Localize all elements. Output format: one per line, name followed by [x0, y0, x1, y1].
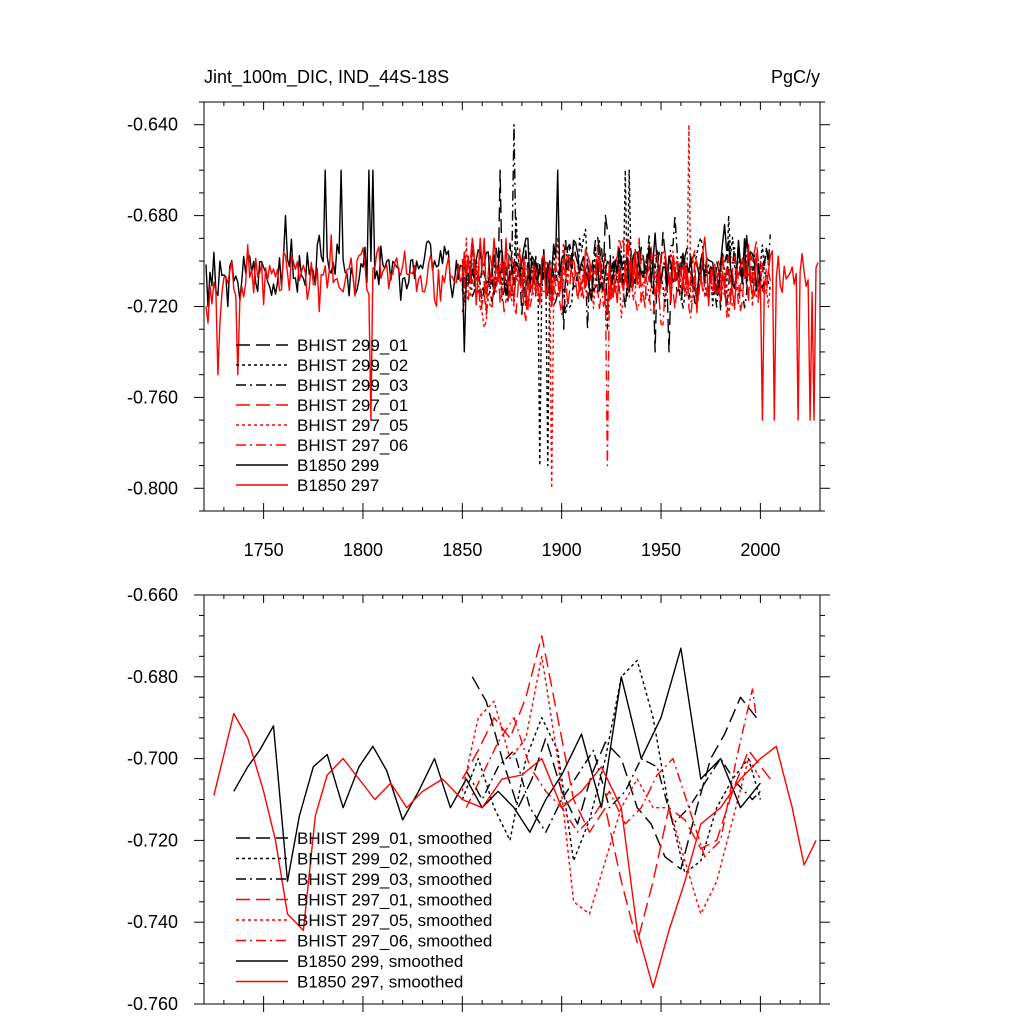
legend-label-b1850-297-smoothed: B1850 297, smoothed	[297, 973, 463, 992]
series-line-b1850-299-smoothed	[233, 647, 761, 882]
series-line-bhist-297-05-smoothed	[461, 655, 762, 915]
bottom-panel: -0.660 -0.680 -0.700 -0.720 -0.740 -0.760 BHI…	[127, 585, 830, 1014]
legend-label-bhist-299-03: BHIST 299_03	[297, 376, 408, 395]
legend-label-bhist-297-05-smoothed: BHIST 297_05, smoothed	[297, 911, 492, 930]
y-tick-label: -0.700	[127, 749, 178, 769]
y-tick-label: -0.760	[127, 994, 178, 1014]
x-tick-label: 1750	[244, 540, 284, 560]
y-tick-label: -0.640	[127, 115, 178, 135]
legend-label-b1850-299: B1850 299	[297, 456, 379, 475]
bottom-axes: -0.660 -0.680 -0.700 -0.720 -0.740 -0.760	[127, 585, 830, 1014]
legend-label-bhist-299-01-smoothed: BHIST 299_01, smoothed	[297, 829, 492, 848]
y-tick-label: -0.720	[127, 297, 178, 317]
x-tick-label: 1900	[542, 540, 582, 560]
y-tick-label: -0.800	[127, 478, 178, 498]
top-panel-units: PgC/y	[771, 67, 820, 87]
series-line-bhist-297-05	[461, 123, 771, 489]
series-line-bhist-297-01-smoothed	[461, 635, 771, 944]
top-series-group	[205, 123, 819, 489]
y-tick-label: -0.680	[127, 206, 178, 226]
x-tick-label: 2000	[740, 540, 780, 560]
series-line-bhist-297-06	[461, 237, 771, 467]
series-line-b1850-297-smoothed	[213, 712, 817, 989]
legend-label-bhist-297-06: BHIST 297_06	[297, 436, 408, 455]
x-tick-label: 1850	[442, 540, 482, 560]
legend-label-bhist-297-06-smoothed: BHIST 297_06, smoothed	[297, 932, 492, 951]
bottom-legend: BHIST 299_01, smoothed BHIST 299_02, smoo…	[236, 829, 492, 992]
series-line-b1850-297	[205, 234, 819, 421]
y-tick-label: -0.760	[127, 387, 178, 407]
legend-label-b1850-297: B1850 297	[297, 476, 379, 495]
series-line-bhist-297-06-smoothed	[465, 688, 758, 858]
legend-label-bhist-297-01: BHIST 297_01	[297, 396, 408, 415]
legend-label-bhist-299-03-smoothed: BHIST 299_03, smoothed	[297, 870, 492, 889]
x-tick-label: 1950	[641, 540, 681, 560]
legend-label-b1850-299-smoothed: B1850 299, smoothed	[297, 952, 463, 971]
top-panel: Jint_100m_DIC, IND_44S-18S PgC/y 1750 180…	[127, 67, 830, 560]
legend-label-bhist-297-05: BHIST 297_05	[297, 416, 408, 435]
y-tick-label: -0.680	[127, 667, 178, 687]
y-tick-label: -0.740	[127, 912, 178, 932]
bottom-series-group	[213, 635, 817, 989]
series-line-bhist-299-02	[461, 169, 771, 467]
series-line-bhist-299-01-smoothed	[471, 676, 757, 870]
legend-label-bhist-299-01: BHIST 299_01	[297, 336, 408, 355]
top-panel-title: Jint_100m_DIC, IND_44S-18S	[204, 67, 449, 88]
y-tick-label: -0.660	[127, 585, 178, 605]
top-axes: 1750 1800 1850 1900 1950 2000 -0.640 -0.680 -0.7…	[127, 101, 830, 560]
y-tick-label: -0.720	[127, 830, 178, 850]
legend-label-bhist-299-02-smoothed: BHIST 299_02, smoothed	[297, 850, 492, 869]
legend-label-bhist-297-01-smoothed: BHIST 297_01, smoothed	[297, 891, 492, 910]
x-tick-label: 1800	[343, 540, 383, 560]
series-line-bhist-299-02-smoothed	[461, 659, 762, 874]
legend-label-bhist-299-02: BHIST 299_02	[297, 356, 408, 375]
